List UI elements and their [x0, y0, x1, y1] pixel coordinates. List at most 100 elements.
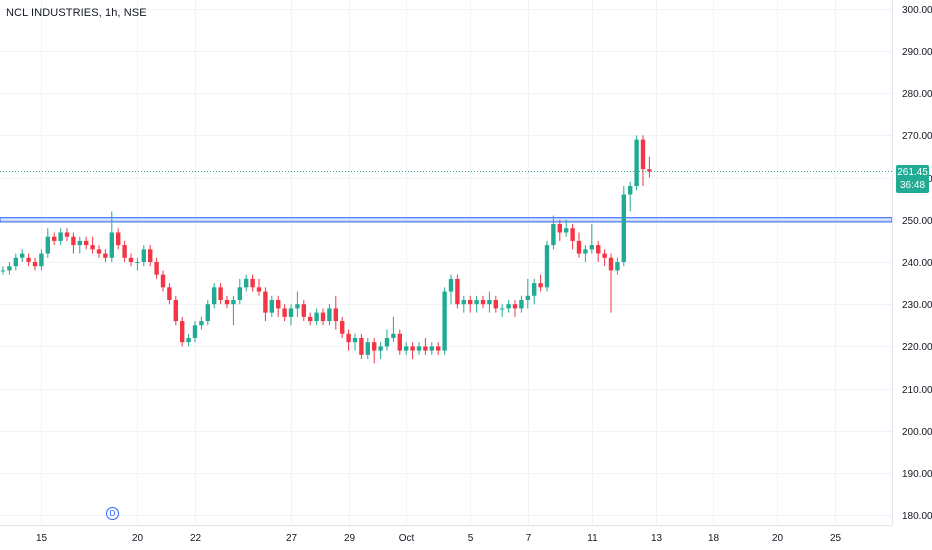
candle[interactable]	[282, 304, 287, 322]
candle[interactable]	[269, 295, 274, 317]
candle[interactable]	[276, 295, 281, 317]
candle[interactable]	[308, 312, 313, 326]
candle[interactable]	[96, 245, 102, 258]
candle[interactable]	[378, 342, 383, 360]
candle[interactable]	[442, 287, 447, 355]
candle[interactable]	[205, 299, 210, 326]
candle[interactable]	[128, 253, 134, 267]
candle[interactable]	[103, 249, 108, 262]
time-axis[interactable]: 15 20 22 27 29 Oct 5 7 11 13 18 20 25	[36, 533, 842, 544]
candle[interactable]	[141, 245, 146, 267]
candle[interactable]	[237, 278, 242, 305]
candle[interactable]	[32, 257, 38, 271]
candle[interactable]	[583, 245, 588, 262]
candle[interactable]	[576, 232, 582, 258]
candle[interactable]	[551, 215, 556, 250]
candle[interactable]	[26, 253, 31, 267]
candle[interactable]	[122, 240, 127, 262]
candle[interactable]	[544, 240, 550, 292]
candle[interactable]	[352, 333, 358, 351]
candle[interactable]	[199, 316, 204, 330]
candle[interactable]	[148, 245, 153, 267]
candle[interactable]	[340, 316, 345, 338]
candle[interactable]	[589, 224, 594, 254]
candle[interactable]	[167, 283, 172, 305]
candle[interactable]	[506, 299, 511, 313]
candle[interactable]	[84, 236, 89, 250]
candle[interactable]	[231, 295, 236, 326]
candle[interactable]	[64, 228, 70, 241]
candle[interactable]	[90, 236, 95, 254]
candle[interactable]	[295, 291, 300, 317]
candle[interactable]	[288, 304, 294, 326]
candle[interactable]	[474, 295, 479, 313]
candle[interactable]	[256, 278, 262, 296]
candle[interactable]	[602, 249, 607, 267]
candle[interactable]	[116, 228, 121, 250]
candle[interactable]	[596, 240, 601, 262]
candle[interactable]	[173, 295, 178, 326]
candle[interactable]	[263, 287, 268, 322]
candle[interactable]	[250, 274, 255, 292]
price-axis[interactable]: 300.00290.00280.00270.00260.00250.00240.…	[902, 5, 932, 522]
candle[interactable]	[333, 295, 338, 330]
candle[interactable]	[448, 274, 454, 305]
candle[interactable]	[365, 337, 370, 360]
candle[interactable]	[615, 257, 620, 275]
candle[interactable]	[391, 316, 396, 343]
candle[interactable]	[557, 219, 562, 241]
candle[interactable]	[39, 249, 44, 271]
candle[interactable]	[487, 291, 492, 313]
candle[interactable]	[180, 316, 185, 347]
candle[interactable]	[301, 299, 306, 322]
candle[interactable]	[7, 262, 12, 275]
candle[interactable]	[372, 337, 377, 364]
candle[interactable]	[154, 257, 159, 279]
candle[interactable]	[52, 232, 57, 246]
candle[interactable]	[512, 299, 518, 317]
candle[interactable]	[416, 342, 422, 355]
candle[interactable]	[480, 295, 486, 309]
candle[interactable]	[45, 228, 50, 258]
candle[interactable]	[218, 283, 223, 305]
candle[interactable]	[564, 219, 569, 237]
candle[interactable]	[468, 295, 473, 313]
candle[interactable]	[436, 342, 441, 355]
horizontal-level-band[interactable]	[0, 217, 893, 223]
candle[interactable]	[192, 321, 198, 343]
candle[interactable]	[346, 329, 351, 351]
candle[interactable]	[423, 337, 428, 355]
candle[interactable]	[186, 333, 191, 347]
candle[interactable]	[160, 270, 166, 292]
candle[interactable]	[455, 274, 460, 309]
candle[interactable]	[429, 342, 434, 355]
candle[interactable]	[212, 283, 217, 309]
candle[interactable]	[404, 342, 409, 355]
candle[interactable]	[628, 181, 633, 212]
candle[interactable]	[224, 295, 230, 309]
candle[interactable]	[320, 308, 326, 326]
candle[interactable]	[634, 135, 639, 191]
candle[interactable]	[13, 253, 18, 271]
candle[interactable]	[244, 274, 249, 292]
candle[interactable]	[109, 211, 114, 262]
candle[interactable]	[77, 236, 82, 254]
candle[interactable]	[647, 156, 652, 178]
candle[interactable]	[538, 274, 543, 292]
candle[interactable]	[359, 333, 364, 360]
candle[interactable]	[532, 278, 537, 305]
candle[interactable]	[519, 295, 524, 313]
candle[interactable]	[525, 278, 530, 309]
candle[interactable]	[20, 249, 25, 262]
candle[interactable]	[500, 304, 505, 317]
candle[interactable]	[58, 228, 63, 246]
candle[interactable]	[493, 295, 498, 313]
candle[interactable]	[621, 186, 626, 267]
candle[interactable]	[384, 329, 390, 351]
candle[interactable]	[0, 266, 6, 275]
candle[interactable]	[71, 232, 76, 254]
candle[interactable]	[410, 342, 415, 360]
candle[interactable]	[461, 295, 466, 313]
candle[interactable]	[135, 257, 140, 271]
candle[interactable]	[397, 329, 402, 355]
